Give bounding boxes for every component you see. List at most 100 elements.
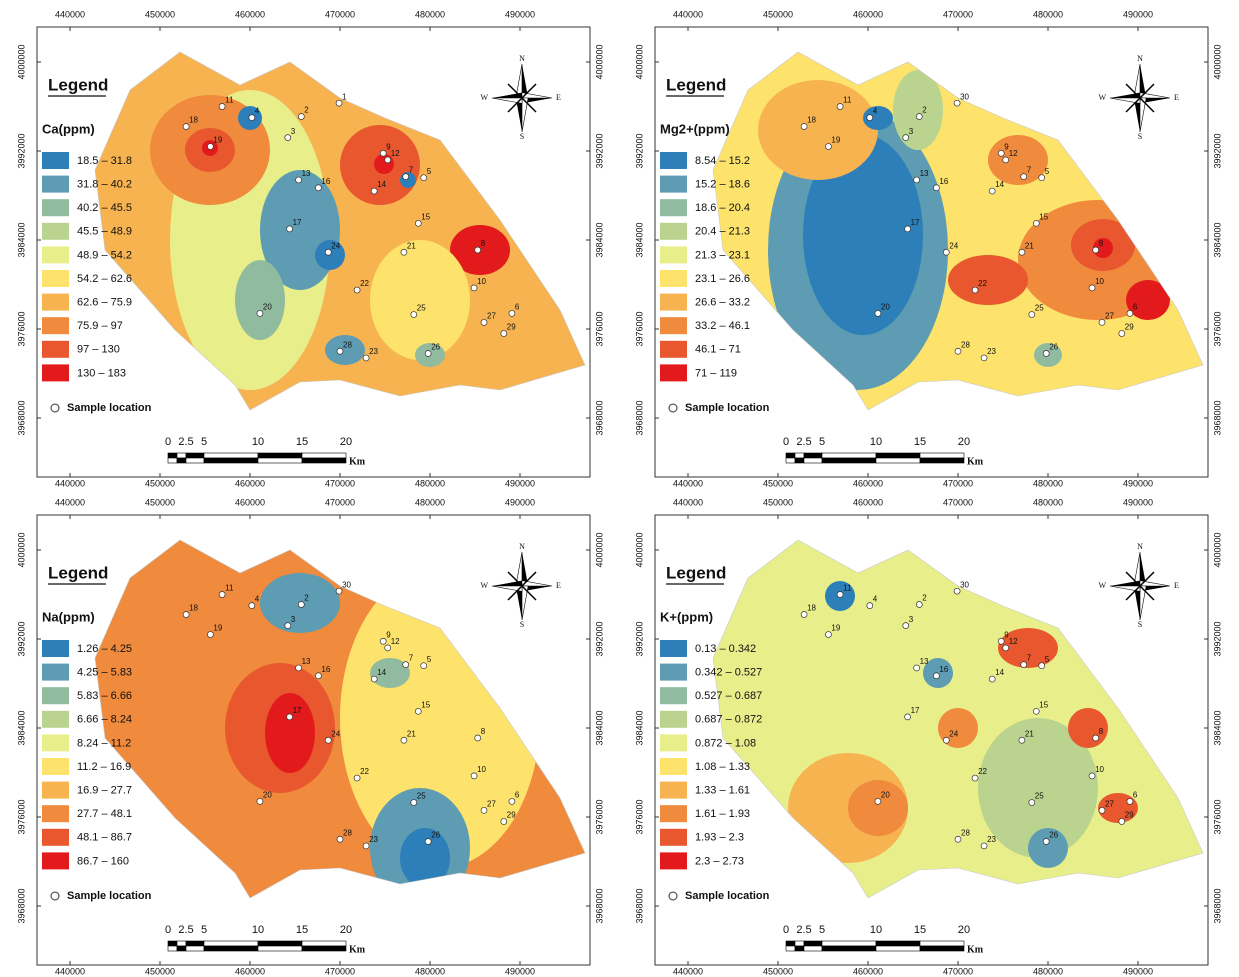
sample-id: 19 [213,624,222,633]
compass-point [1140,586,1170,592]
sample-id: 29 [1125,323,1134,332]
north-arrow: N S E W [480,54,561,141]
scale-segment [803,940,823,947]
legend-swatch [42,640,69,657]
legend-title: Legend [48,563,108,582]
sample-id: 1 [342,92,347,101]
sample-id: 3 [909,127,914,136]
sample-point [384,644,392,652]
sample-point [874,798,882,805]
sample-point [402,661,410,668]
compass-s: S [1138,132,1142,141]
scale-label: 15 [296,436,308,448]
compass-n: N [519,542,525,551]
sample-point [315,184,322,192]
sample-point [218,591,226,598]
sample-id: 22 [978,767,987,776]
sample-point [248,602,256,609]
compass-n: N [1137,542,1143,551]
sample-id: 16 [321,177,330,186]
x-tick-label: 450000 [145,497,175,507]
sample-point [933,184,940,192]
compass-point [1139,97,1147,133]
scale-segment [257,945,303,952]
legend-swatch [42,340,69,358]
sample-id: 21 [1025,241,1034,250]
sample-id: 2 [922,594,927,603]
sample-id: 24 [331,729,340,738]
legend-class: 21.3 – 23.1 [695,249,750,261]
sample-id: 29 [507,811,516,820]
x-tick-label: 480000 [415,497,445,507]
y-tick-label: 3984000 [16,222,26,257]
x-tick-label: 490000 [1123,478,1153,488]
sample-point [207,143,214,150]
compass-ray [521,83,537,99]
sample-id: 25 [1035,792,1044,801]
sample-point [508,798,516,805]
sample-point [953,587,961,595]
compass-ray [521,585,537,601]
sample-id: 30 [342,580,351,589]
sample-point [400,736,408,744]
legend-parameter: Ca(ppm) [42,121,95,136]
sample-id: 14 [995,180,1004,189]
y-tick-label: 3992000 [16,621,26,656]
y-tick-label: 3976000 [16,799,26,834]
sample-id: 25 [417,304,426,313]
legend-class: 8.54 – 15.2 [695,155,750,167]
sample-point [362,354,370,362]
sample-id: 16 [939,665,948,674]
study-area-outline [712,51,1204,411]
compass-point [1109,97,1141,104]
compass-n: N [519,54,525,63]
y-tick-label: 3984000 [594,710,604,745]
sample-id: 3 [291,127,296,136]
compass-ray [1125,83,1141,99]
sample-id: 22 [978,279,987,288]
legend-class: 1.26 – 4.25 [77,643,132,655]
legend-class: 23.1 – 26.6 [695,273,750,285]
sample-point [335,587,343,595]
compass-point [491,585,523,592]
scale-segment [919,457,965,464]
sample-point [286,713,293,721]
sample-id: 4 [255,107,260,116]
sample-id: 9 [1004,630,1009,639]
scale-segment [176,452,187,459]
sample-point [353,286,361,294]
sample-id: 18 [189,116,198,125]
compass-ray [1139,83,1155,99]
legend-class: 31.8 – 40.2 [77,179,132,191]
scale-label: 5 [819,436,825,448]
scale-unit: Km [349,456,366,467]
scale-segment [176,945,187,952]
x-tick-label: 490000 [505,497,535,507]
legend-class: 15.2 – 18.6 [695,179,750,191]
compass-point [521,585,529,621]
compass-point [515,586,522,620]
y-tick-label: 3992000 [594,133,604,168]
compass-e: E [1174,93,1179,102]
compass-ray [507,585,523,601]
legend-swatch [42,758,69,775]
sample-point [866,602,874,609]
sample-point [954,347,962,355]
y-tick-label: 3976000 [1212,311,1222,346]
legend-parameter: Na(ppm) [42,609,95,624]
legend-swatch [660,758,687,775]
sample-point [508,310,516,317]
legend-swatch [660,293,687,311]
sample-id: 10 [477,277,486,286]
legend-swatch [42,317,69,335]
scale-segment [821,945,877,952]
sample-point [1018,248,1026,256]
sample-point [424,350,432,357]
scale-segment [785,452,796,459]
compass-w: W [480,93,488,102]
compass-e: E [556,93,561,102]
legend-sample-label: Sample location [67,890,152,902]
legend-class: 62.6 – 75.9 [77,297,132,309]
sample-point [913,176,920,184]
